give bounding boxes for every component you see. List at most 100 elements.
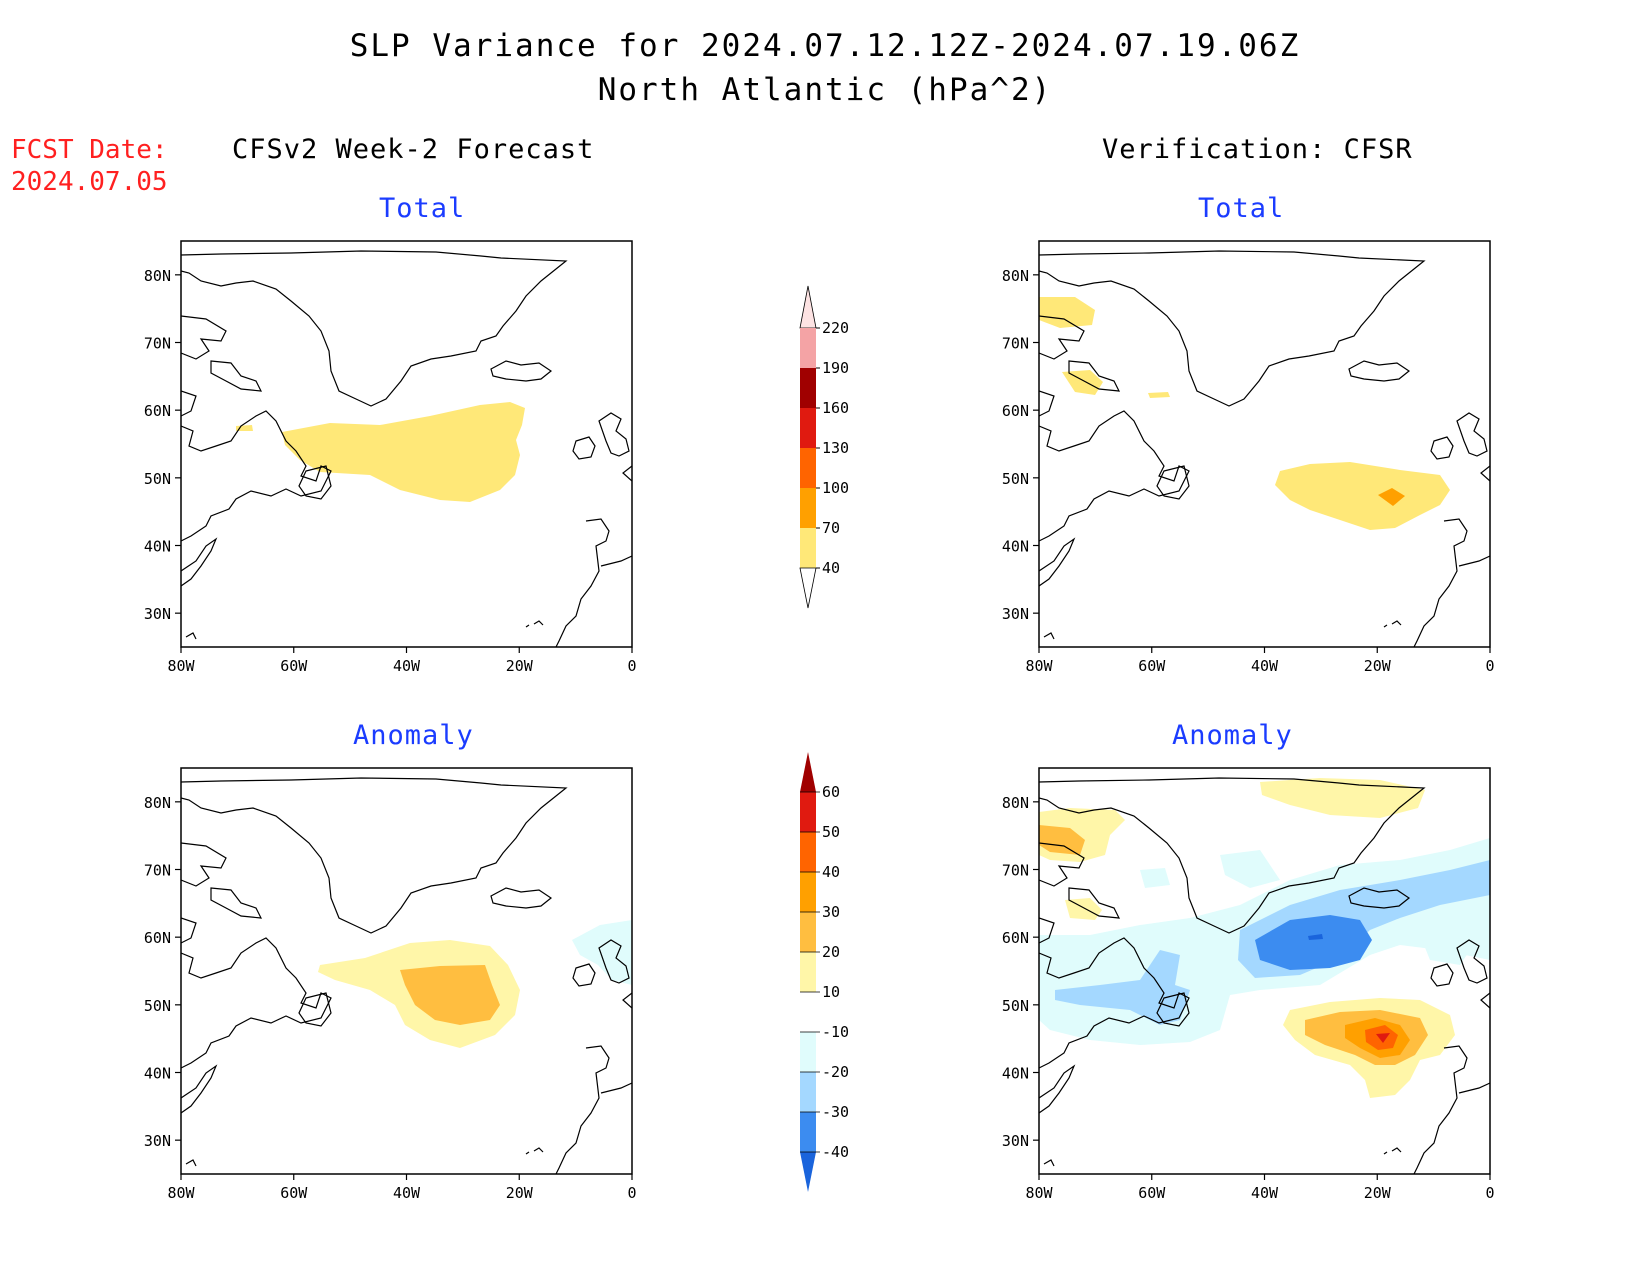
map-forecast-anomaly bbox=[180, 767, 633, 1175]
colorbar-label: 10 bbox=[822, 983, 840, 1001]
colorbar-swatch bbox=[800, 368, 816, 408]
lat-tick-label: 30N bbox=[1002, 1132, 1029, 1150]
map-verification-total bbox=[1038, 240, 1491, 648]
lon-tick-label: 60W bbox=[1138, 1184, 1166, 1202]
colorbar-swatch bbox=[800, 408, 816, 448]
colorbar-swatch bbox=[800, 1072, 816, 1112]
colorbar-label: -10 bbox=[822, 1023, 849, 1041]
column-title-verification: Verification: CFSR bbox=[1102, 134, 1413, 165]
lon-tick-label: 20W bbox=[506, 657, 534, 675]
colorbar-swatch bbox=[800, 448, 816, 488]
colorbar-bottom-triangle bbox=[799, 567, 817, 609]
lat-tick-label: 50N bbox=[1002, 470, 1029, 488]
colorbar-label: 60 bbox=[822, 783, 840, 801]
lat-tick-label: 40N bbox=[144, 538, 171, 556]
lat-tick-label: 50N bbox=[144, 997, 171, 1015]
lat-tick-label: 30N bbox=[144, 605, 171, 623]
lon-tick-label: 60W bbox=[1138, 657, 1166, 675]
lon-tick-label: 20W bbox=[1364, 657, 1392, 675]
colorbar-label: 40 bbox=[822, 559, 840, 577]
lat-tick-label: 30N bbox=[144, 1132, 171, 1150]
lat-tick-label: 80N bbox=[1002, 794, 1029, 812]
lon-tick-label: 80W bbox=[1025, 1184, 1053, 1202]
lat-tick-label: 80N bbox=[144, 267, 171, 285]
colorbar-label: -30 bbox=[822, 1103, 849, 1121]
colorbar-swatch bbox=[800, 792, 816, 832]
shade-verif-total-70 bbox=[1378, 488, 1405, 506]
colorbar-swatch bbox=[800, 528, 816, 568]
lon-tick-label: 40W bbox=[1251, 657, 1279, 675]
shade-verif-total-40-b bbox=[1062, 370, 1103, 395]
colorbar-swatch bbox=[800, 488, 816, 528]
fcst-date-block: FCST Date: 2024.07.05 bbox=[11, 134, 168, 198]
shade-verif-anom-neg20-b bbox=[1055, 950, 1190, 1025]
lat-tick-label: 40N bbox=[1002, 538, 1029, 556]
colorbar-label: 20 bbox=[822, 943, 840, 961]
shade-verif-total-40-c bbox=[1148, 392, 1170, 398]
lon-tick-label: 0 bbox=[627, 657, 636, 675]
fcst-date-label: FCST Date: bbox=[11, 135, 168, 165]
shade-verif-anom-10-nw2 bbox=[1065, 898, 1102, 920]
lat-tick-label: 40N bbox=[144, 1065, 171, 1083]
map-verification-anomaly bbox=[1038, 767, 1491, 1175]
colorbar-top-triangle bbox=[799, 285, 817, 329]
colorbar-label: -20 bbox=[822, 1063, 849, 1081]
colorbar-swatch bbox=[800, 992, 816, 1032]
colorbar-label: 50 bbox=[822, 823, 840, 841]
shade-verif-anom-50-se bbox=[1376, 1033, 1390, 1043]
colorbar-total: 220 190 160 130 100 70 40 bbox=[799, 285, 849, 609]
colorbar-label: 30 bbox=[822, 903, 840, 921]
main-subtitle: North Atlantic (hPa^2) bbox=[597, 72, 1053, 108]
lat-tick-label: 50N bbox=[1002, 997, 1029, 1015]
lon-tick-label: 40W bbox=[393, 1184, 421, 1202]
shade-verif-total-40-a bbox=[1039, 297, 1095, 328]
lat-tick-label: 40N bbox=[1002, 1065, 1029, 1083]
panel-title-verification-anomaly: Anomaly bbox=[1172, 720, 1293, 751]
shade-forecast-total-40 bbox=[282, 402, 525, 502]
shade-verif-total-40-d bbox=[1275, 462, 1450, 530]
lon-tick-label: 0 bbox=[1485, 1184, 1494, 1202]
colorbar-bottom-triangle bbox=[800, 1152, 816, 1192]
colorbar-swatch bbox=[800, 952, 816, 992]
panel-title-forecast-anomaly: Anomaly bbox=[353, 720, 474, 751]
shade-verif-anom-neg40 bbox=[1308, 934, 1323, 940]
lon-tick-label: 80W bbox=[167, 1184, 195, 1202]
shade-verif-anom-neg30 bbox=[1255, 915, 1372, 970]
shade-verif-anom-20-nw bbox=[1039, 825, 1085, 855]
colorbar-swatch bbox=[800, 872, 816, 912]
main-title: SLP Variance for 2024.07.12.12Z-2024.07.… bbox=[349, 28, 1301, 64]
lon-tick-label: 60W bbox=[280, 1184, 308, 1202]
lat-tick-label: 70N bbox=[1002, 862, 1029, 880]
lon-tick-label: 0 bbox=[627, 1184, 636, 1202]
colorbar-label: -40 bbox=[822, 1143, 849, 1161]
shade-forecast-anom-neg10 bbox=[572, 920, 632, 985]
fcst-date-value: 2024.07.05 bbox=[11, 167, 168, 197]
panel-title-verification-total: Total bbox=[1198, 193, 1285, 224]
lat-tick-label: 60N bbox=[144, 929, 171, 947]
lat-tick-label: 80N bbox=[144, 794, 171, 812]
lon-tick-label: 40W bbox=[1251, 1184, 1279, 1202]
colorbar-swatch bbox=[800, 832, 816, 872]
colorbar-label: 40 bbox=[822, 863, 840, 881]
colorbar-swatch bbox=[800, 1032, 816, 1072]
shade-forecast-anom-20 bbox=[400, 965, 500, 1025]
lat-tick-label: 60N bbox=[1002, 929, 1029, 947]
lon-tick-label: 80W bbox=[1025, 657, 1053, 675]
lat-tick-label: 80N bbox=[1002, 267, 1029, 285]
colorbar-label: 190 bbox=[822, 359, 849, 377]
lon-tick-label: 20W bbox=[1364, 1184, 1392, 1202]
lat-tick-label: 60N bbox=[144, 402, 171, 420]
lon-tick-label: 60W bbox=[280, 657, 308, 675]
lon-tick-label: 20W bbox=[506, 1184, 534, 1202]
lat-tick-label: 70N bbox=[1002, 335, 1029, 353]
colorbar-label: 130 bbox=[822, 439, 849, 457]
colorbar-label: 220 bbox=[822, 319, 849, 337]
lon-tick-label: 0 bbox=[1485, 657, 1494, 675]
lat-tick-label: 30N bbox=[1002, 605, 1029, 623]
colorbar-swatch bbox=[800, 328, 816, 368]
column-title-forecast: CFSv2 Week-2 Forecast bbox=[232, 134, 595, 165]
colorbar-label: 70 bbox=[822, 519, 840, 537]
colorbar-anomaly: 60 50 40 30 20 10 -10 -20 -30 -40 bbox=[800, 752, 849, 1192]
lat-tick-label: 70N bbox=[144, 862, 171, 880]
